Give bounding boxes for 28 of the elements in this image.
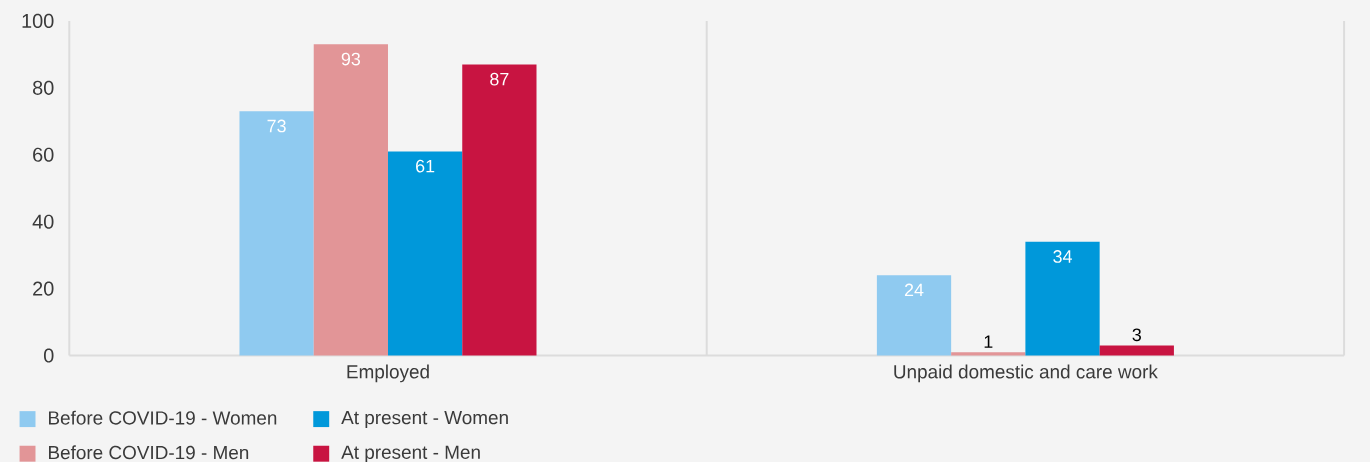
y-tick-label: 80: [33, 80, 54, 95]
data-label: 24: [904, 283, 924, 297]
bar: [951, 352, 1026, 356]
legend-label: Before COVID-19 - Women: [49, 410, 277, 425]
bar: [239, 111, 314, 356]
bar: [1099, 345, 1174, 356]
y-tick-label: 0: [43, 348, 54, 363]
data-label: 61: [416, 159, 435, 173]
legend-label: Before COVID-19 - Men: [49, 445, 249, 460]
x-tick-label: Unpaid domestic and care work: [894, 364, 1158, 383]
data-label: 73: [267, 119, 286, 133]
legend-label: At present - Men: [341, 445, 480, 462]
data-label: 93: [341, 52, 361, 66]
bar: [876, 275, 952, 356]
y-tick-label: 20: [33, 281, 54, 296]
data-label: 34: [1053, 250, 1072, 263]
bar: [1025, 241, 1100, 356]
data-label: 3: [1132, 328, 1141, 342]
y-tick-label: 40: [32, 214, 54, 229]
y-tick-label: 60: [33, 147, 54, 162]
bar: [462, 64, 537, 356]
bar: [313, 44, 388, 356]
data-label: 1: [984, 335, 993, 348]
bar: [387, 151, 463, 356]
x-tick-label: Employed: [347, 364, 429, 383]
data-label: 87: [490, 72, 509, 86]
legend-label: At present - Women: [341, 411, 508, 429]
y-tick-label: 100: [22, 13, 54, 28]
